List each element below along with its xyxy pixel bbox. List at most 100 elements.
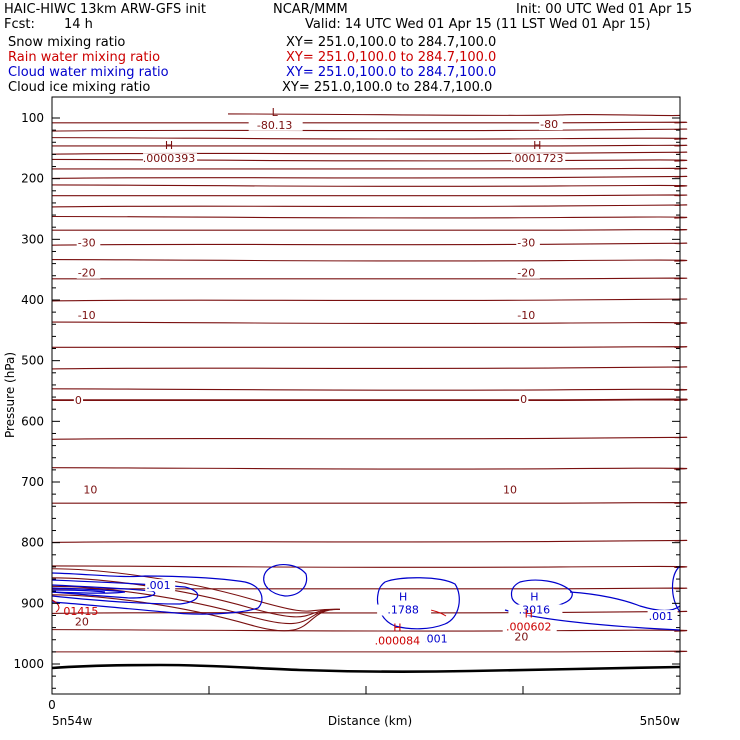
cloud-water-contour [51,589,106,593]
temperature-label: 10 [83,483,97,496]
temperature-contour [51,610,688,614]
temperature-contour [51,585,341,625]
y-tick-label: 200 [21,172,44,186]
temperature-label: 10 [503,483,517,496]
y-tick-label: 800 [21,536,44,550]
y-tick-label: 900 [21,596,44,610]
extremum-value: .3016 [519,604,551,617]
field-xy-cloudice: XY= 251.0,100.0 to 284.7,100.0 [282,80,493,95]
temperature-label: -20 [517,267,535,280]
temperature-label: 0 [520,393,527,406]
temperature-label: -80 [540,118,558,131]
temperature-contour [51,144,688,147]
temperature-contour [51,568,341,612]
y-tick-label: 100 [21,111,44,125]
temperature-contour [51,577,341,618]
label-backing [73,394,84,407]
y-tick-label: 600 [21,414,44,428]
rain-label: 01415 [63,605,98,618]
temperature-labels: -80 -30 -30 -20 -20 -10 -10 0 0 10 10 20 20 .001 .001.… [63,118,678,646]
temperature-contour [51,366,688,370]
y-tick-label: 1000 [13,657,44,671]
extremum-mark: H [530,591,538,604]
extremum-mark: H [533,139,541,152]
temperature-label: -30 [78,236,96,249]
x-axis-ticks: 0 [48,686,681,712]
cloud-water-contour [263,564,308,597]
label-backing [516,236,540,249]
rain-contour [51,599,60,613]
field-label-snow: Snow mixing ratio [8,35,126,50]
fcst-label: Fcst: [4,17,35,32]
temperature-contour [51,194,688,197]
temperature-contour [51,539,688,544]
temperature-contour [51,277,688,280]
cloud-water-contour [51,579,199,605]
label-backing [371,635,426,647]
temperature-contour [51,167,688,171]
temperature-label: -30 [517,236,535,249]
extremum-mark: H [393,621,401,634]
label-backing [508,604,563,616]
cloud-water-contour [51,584,156,599]
y-tick-label: 300 [21,232,44,246]
cloud-water-label: .001 [423,633,448,646]
extremum-value: .000084 [375,634,421,647]
x-axis-end-label: 5n50w [640,714,681,728]
temperature-contour [51,137,688,140]
label-backing [513,630,530,643]
field-xy-cloudwater: XY= 251.0,100.0 to 284.7,100.0 [286,65,497,80]
temperature-contour [51,321,688,325]
terrain-line [51,663,681,673]
label-backing [145,579,176,592]
extremum-mark: H [165,139,173,152]
field-label-cloudwater: Cloud water mixing ratio [8,65,169,80]
temperature-contour [51,121,688,124]
temperature-contour [51,502,688,505]
label-backing [73,615,91,628]
extremum-value: -80.13 [257,119,292,132]
cloud-water-contour [569,591,681,612]
temperature-contour [51,242,688,246]
cloud-water-contour [51,572,263,615]
valid-time: Valid: 14 UTC Wed 01 Apr 15 (11 LST Wed … [305,17,651,32]
temperature-contour [51,128,688,132]
cloud-water-contour [671,565,681,613]
label-backing [82,483,99,496]
init-time: Init: 00 UTC Wed 01 Apr 15 [516,2,693,17]
temperature-contour [51,650,688,653]
temperature-contour [227,113,681,117]
cloud-water-contour [51,587,126,594]
x-tick-label: 0 [48,698,56,712]
label-backing [516,309,540,322]
temperature-label: -20 [78,267,96,280]
cloud-water-label: .001 [146,579,171,592]
x-axis-label: Distance (km) [328,714,412,728]
label-backing [539,118,563,131]
extremum-mark: L [272,106,279,119]
label-backing [377,604,432,616]
y-tick-label: 400 [21,293,44,307]
temperature-label: 20 [75,616,89,629]
temperature-contour [51,184,688,188]
extremum-mark: H [399,591,407,604]
label-backing [502,621,557,633]
temperature-contour [51,436,688,440]
temperature-label: -10 [78,309,96,322]
cloud-water-contour [376,577,460,630]
field-xy-snow: XY= 251.0,100.0 to 284.7,100.0 [286,35,497,50]
temperature-contour [51,629,688,632]
fcst-value: 14 h [64,17,93,32]
x-axis-start-label: 5n54w [52,714,93,728]
extremum-value: .000602 [506,621,552,634]
temperature-contour [51,467,688,470]
temperature-contour [51,346,688,349]
label-backing [647,610,678,623]
extrema-markers: L-80.13H.0000393H.0001723H.1788H.3016H.0… [143,106,566,647]
temperature-contour [51,175,688,180]
label-backing [516,266,540,279]
label-backing [519,392,529,405]
y-tick-label: 700 [21,475,44,489]
temperature-contour [51,204,688,208]
